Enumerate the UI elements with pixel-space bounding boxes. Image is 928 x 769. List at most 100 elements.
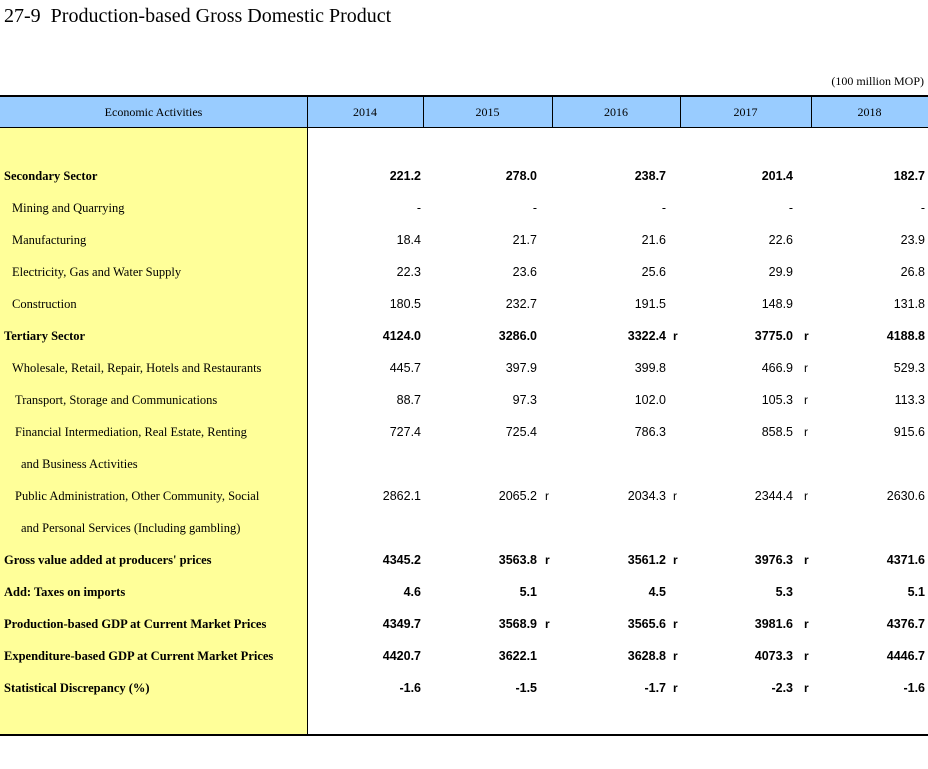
revised-marker: r: [673, 649, 678, 663]
row-value: -: [661, 201, 666, 215]
row-value: 3563.8: [498, 553, 537, 567]
row-value: 4124.0: [382, 329, 421, 343]
header-year: 2015: [475, 105, 500, 119]
row-label: Statistical Discrepancy (%): [4, 681, 150, 695]
row-value: 131.8: [893, 297, 925, 311]
row-value: 2034.3: [627, 489, 666, 503]
row-value: 3976.3: [754, 553, 793, 567]
row-value: 3628.8: [627, 649, 666, 663]
revised-marker: r: [673, 489, 677, 503]
row-label: Financial Intermediation, Real Estate, R…: [15, 425, 247, 439]
row-value: 18.4: [396, 233, 421, 247]
table-row: Electricity, Gas and Water Supply 22.3 23.…: [0, 256, 928, 288]
page-title: 27-9 Production-based Gross Domestic Pro…: [4, 5, 392, 27]
revised-marker: r: [673, 329, 678, 343]
row-value: 786.3: [634, 425, 666, 439]
row-value: 21.7: [512, 233, 537, 247]
row-value: 22.3: [396, 265, 421, 279]
row-value: 232.7: [505, 297, 537, 311]
row-value: -1.6: [399, 681, 421, 695]
row-label: Mining and Quarrying: [12, 201, 125, 215]
row-label: Production-based GDP at Current Market P…: [4, 617, 267, 631]
row-value: 4349.7: [382, 617, 421, 631]
table-row: Expenditure-based GDP at Current Market …: [0, 640, 928, 672]
header-year: 2014: [353, 105, 377, 119]
row-label: Add: Taxes on imports: [4, 585, 126, 599]
row-value: 4345.2: [382, 553, 421, 567]
row-value: 3981.6: [754, 617, 793, 631]
row-value: 3775.0: [754, 329, 793, 343]
row-value: 191.5: [634, 297, 666, 311]
row-value: 3286.0: [498, 329, 537, 343]
row-value: 238.7: [634, 169, 666, 183]
row-label: Electricity, Gas and Water Supply: [12, 265, 182, 279]
row-label: Gross value added at producers' prices: [4, 553, 212, 567]
row-label: and Business Activities: [21, 457, 138, 471]
row-label: Manufacturing: [12, 233, 87, 247]
row-label: Transport, Storage and Communications: [15, 393, 218, 407]
unit-note: (100 million MOP): [831, 74, 924, 88]
row-value: 29.9: [768, 265, 793, 279]
revised-marker: r: [804, 649, 809, 663]
row-value: 3322.4: [627, 329, 666, 343]
row-value: 23.9: [900, 233, 925, 247]
revised-marker: r: [804, 361, 808, 375]
table-row: Secondary Sector 221.2 278.0 238.7 201.4 182.…: [0, 160, 928, 192]
row-value: 2862.1: [382, 489, 421, 503]
row-value: 4371.6: [886, 553, 925, 567]
row-value: 3565.6: [627, 617, 666, 631]
label-column-divider: [307, 128, 308, 735]
row-value: 3568.9: [498, 617, 537, 631]
row-value: 102.0: [634, 393, 666, 407]
row-value: 2630.6: [886, 489, 925, 503]
table-row: Production-based GDP at Current Market P…: [0, 608, 928, 640]
revised-marker: r: [673, 681, 678, 695]
row-value: -1.7: [644, 681, 666, 695]
row-value: 21.6: [641, 233, 666, 247]
table-row: Construction 180.5 232.7 191.5 148.9 131.8: [0, 288, 928, 320]
row-value: 4376.7: [886, 617, 925, 631]
row-value: -1.6: [903, 681, 925, 695]
row-label: Construction: [12, 297, 77, 311]
revised-marker: r: [804, 681, 809, 695]
row-value: 88.7: [396, 393, 421, 407]
table-row: and Business Activities: [0, 448, 928, 480]
row-label: Secondary Sector: [4, 169, 98, 183]
table-row: Gross value added at producers' prices 43…: [0, 544, 928, 576]
row-value: 3622.1: [498, 649, 537, 663]
row-value: 4073.3: [754, 649, 793, 663]
row-value: 725.4: [505, 425, 537, 439]
table-row: Wholesale, Retail, Repair, Hotels and Re…: [0, 352, 928, 384]
row-value: 201.4: [761, 169, 793, 183]
column-divider: [552, 95, 553, 128]
table-row: Manufacturing 18.4 21.7 21.6 22.6 23.9: [0, 224, 928, 256]
row-value: 4420.7: [382, 649, 421, 663]
row-value: 5.1: [519, 585, 537, 599]
row-value: 97.3: [512, 393, 537, 407]
revised-marker: r: [804, 553, 809, 567]
table-header: Economic Activities 2014 2015 2016 2017 …: [0, 95, 928, 128]
column-divider: [423, 95, 424, 128]
row-value: 5.1: [907, 585, 925, 599]
row-value: -: [532, 201, 537, 215]
revised-marker: r: [804, 489, 808, 503]
row-value: 148.9: [761, 297, 793, 311]
revised-marker: r: [804, 425, 808, 439]
row-label: Tertiary Sector: [4, 329, 86, 343]
row-value: 4.6: [403, 585, 421, 599]
table-row: and Personal Services (Including gamblin…: [0, 512, 928, 544]
revised-marker: r: [545, 489, 549, 503]
row-value: 25.6: [641, 265, 666, 279]
table-row: Transport, Storage and Communications 88.…: [0, 384, 928, 416]
table-row: Add: Taxes on imports 4.6 5.1 4.5 5.3 5.1: [0, 576, 928, 608]
row-value: 182.7: [893, 169, 925, 183]
activity-column-background: [0, 128, 307, 735]
header-year: 2017: [733, 105, 758, 119]
row-label: Expenditure-based GDP at Current Market …: [4, 649, 274, 663]
row-value: 399.8: [634, 361, 666, 375]
revised-marker: r: [804, 393, 808, 407]
row-value: 727.4: [389, 425, 421, 439]
row-value: -2.3: [771, 681, 793, 695]
row-value: 23.6: [512, 265, 537, 279]
row-value: 113.3: [894, 393, 925, 407]
